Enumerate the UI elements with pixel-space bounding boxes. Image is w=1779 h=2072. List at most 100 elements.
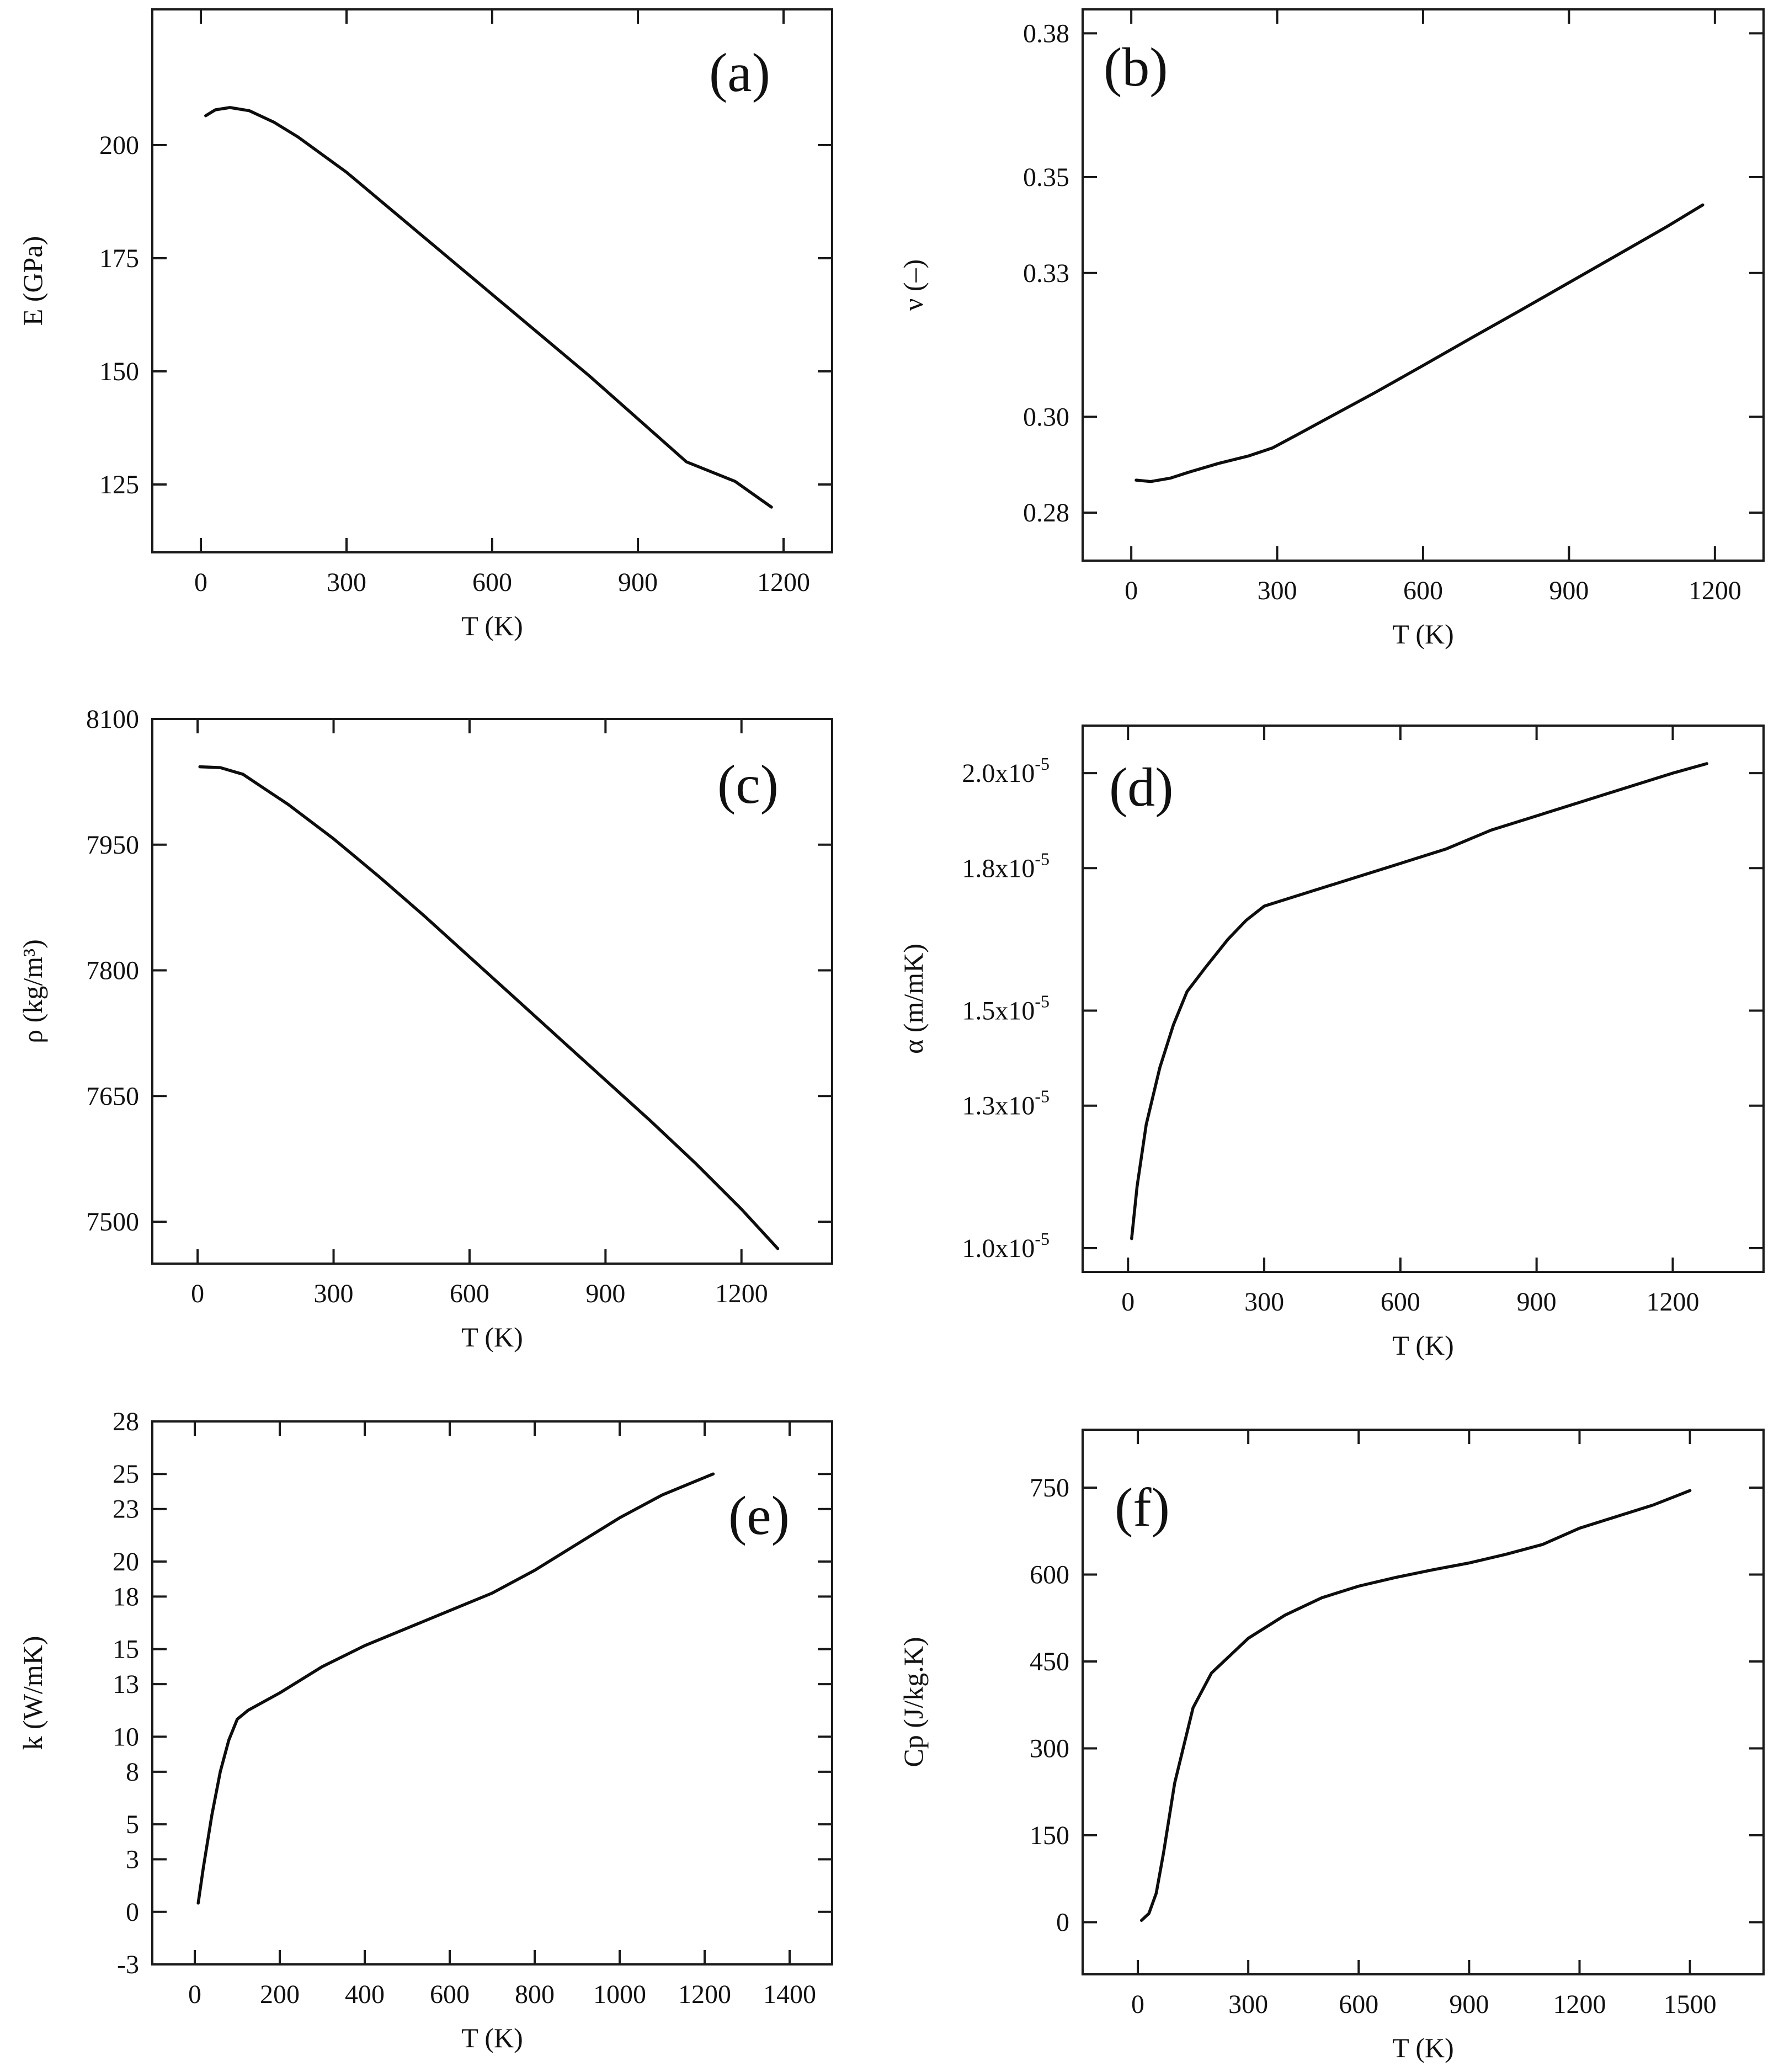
x-tick-label: 0: [1131, 1990, 1144, 2019]
y-tick-label: 600: [1030, 1560, 1069, 1590]
x-tick-label: 300: [1244, 1287, 1284, 1317]
data-series-line: [204, 106, 773, 509]
chart-panel-d: 0 300 600 900 1200 1.0x10-5 1.3x10-5 1.5x10-5 1.…: [898, 725, 1765, 1361]
y-tick-label: 300: [1030, 1734, 1069, 1764]
y-tick-label: 0.35: [1023, 163, 1069, 192]
y-tick-exponent: -5: [1035, 992, 1050, 1011]
x-axis-label: T (K): [1392, 1330, 1454, 1361]
x-tick-label: 300: [1228, 1990, 1268, 2019]
y-tick-label: 150: [1030, 1821, 1069, 1850]
x-tick-label: 900: [1517, 1287, 1557, 1317]
x-tick-label: 400: [345, 1980, 385, 2009]
y-tick-exponent: -5: [1035, 1086, 1050, 1106]
panel-letter: (d): [1109, 757, 1174, 818]
y-tick-label: 20: [113, 1547, 139, 1576]
y-tick-label: 25: [113, 1460, 139, 1489]
x-tick-label: 1200: [1553, 1990, 1606, 2019]
plot-frame: [151, 1420, 833, 1966]
y-tick-label: 7650: [86, 1082, 139, 1111]
y-tick-label: 8100: [86, 705, 139, 734]
y-tick-label: 1.8x10-5: [962, 849, 1050, 883]
plot-frame: [151, 718, 833, 1265]
x-tick-label: 300: [327, 568, 366, 597]
x-tick-label: 1200: [1689, 576, 1741, 605]
x-axis-label: T (K): [1392, 619, 1454, 649]
y-tick-label: 0.38: [1023, 19, 1069, 48]
data-series-line: [1130, 762, 1708, 1240]
x-tick-label: 0: [188, 1980, 201, 2009]
y-tick-label: 7800: [86, 956, 139, 986]
y-axis-label: Cp (J/kg.K): [898, 1637, 929, 1767]
y-tick-label: 15: [113, 1635, 139, 1664]
y-tick-label: 0.30: [1023, 402, 1069, 432]
plot-frame: [1082, 8, 1765, 562]
y-axis-label: ν (–): [898, 259, 929, 311]
x-tick-label: 900: [585, 1279, 625, 1308]
y-tick-label: 18: [113, 1582, 139, 1611]
y-tick-label: 0: [1056, 1908, 1069, 1937]
x-tick-label: 900: [1549, 576, 1589, 605]
chart-panel-e: 0 200 400 600 800 1000 1200 1400 -3 0 3 5 8 10 13 15 18 2…: [17, 1407, 833, 2053]
y-tick-label: 0.28: [1023, 498, 1069, 528]
data-series-line: [1134, 203, 1705, 483]
x-tick-label: 800: [515, 1980, 555, 2009]
chart-panel-b: 0 300 600 900 1200 0.28 0.30 0.33 0.35 0.38 T (K) ν…: [898, 8, 1765, 649]
y-tick-label: 1.5x10-5: [962, 992, 1050, 1026]
y-tick-label: 10: [113, 1722, 139, 1751]
x-tick-label: 300: [314, 1279, 354, 1308]
y-tick-label: 28: [113, 1407, 139, 1436]
y-tick-label: 450: [1030, 1647, 1069, 1676]
x-tick-label: 600: [1381, 1287, 1420, 1317]
data-series-line: [1139, 1489, 1692, 1922]
y-tick-exponent: -5: [1035, 754, 1050, 774]
x-tick-label: 600: [472, 568, 512, 597]
x-tick-label: 600: [430, 1980, 470, 2009]
y-tick-label: 0.33: [1023, 259, 1069, 288]
x-tick-label: 200: [260, 1980, 300, 2009]
x-axis-label: T (K): [461, 1322, 523, 1352]
x-tick-label: 600: [450, 1279, 489, 1308]
y-tick-label: 13: [113, 1670, 139, 1699]
y-tick-label: 125: [99, 470, 139, 499]
x-axis-label: T (K): [1392, 2032, 1454, 2063]
chart-panel-f: 0 300 600 900 1200 1500 0 150 300 450 600 750 T (K) C…: [898, 1429, 1765, 2063]
chart-panel-a: 0 300 600 900 1200 125 150 175 200 T (K) E (GPa) (a…: [17, 8, 833, 641]
x-tick-label: 1000: [593, 1980, 646, 2009]
y-tick-label: 0: [126, 1898, 139, 1927]
y-tick-label: 7500: [86, 1207, 139, 1237]
y-tick-exponent: -5: [1035, 849, 1050, 869]
y-tick-label: 200: [99, 131, 139, 160]
x-tick-label: 0: [194, 568, 207, 597]
x-tick-label: 900: [1449, 1990, 1489, 2019]
y-tick-label: 175: [99, 244, 139, 273]
y-tick-label: 8: [126, 1757, 139, 1787]
y-axis-label: α (m/mK): [898, 944, 929, 1054]
x-tick-label: 1500: [1664, 1990, 1717, 2019]
y-axis-label: E (GPa): [17, 236, 48, 326]
y-tick-label: -3: [117, 1950, 139, 1979]
y-tick-label: 5: [126, 1810, 139, 1839]
panel-letter: (e): [728, 1485, 790, 1546]
x-tick-label: 1200: [1646, 1287, 1699, 1317]
panel-letter: (a): [709, 42, 770, 103]
y-tick-label: 750: [1030, 1473, 1069, 1503]
x-tick-label: 1200: [757, 568, 810, 597]
panel-letter: (c): [717, 754, 779, 815]
x-tick-label: 0: [1121, 1287, 1134, 1317]
y-tick-label: 1.3x10-5: [962, 1086, 1050, 1121]
x-axis-label: T (K): [461, 610, 523, 641]
y-tick-label: 2.0x10-5: [962, 754, 1050, 788]
y-axis-label: k (W/mK): [17, 1636, 48, 1750]
plot-frame: [1082, 725, 1765, 1273]
x-tick-label: 600: [1403, 576, 1443, 605]
y-tick-label: 7950: [86, 830, 139, 860]
y-tick-label: 1.0x10-5: [962, 1229, 1050, 1263]
x-tick-label: 600: [1339, 1990, 1378, 2019]
chart-panel-c: 0 300 600 900 1200 7500 7650 7800 7950 8100 T (K) ρ…: [17, 705, 833, 1352]
y-tick-label: 3: [126, 1845, 139, 1874]
x-tick-label: 1400: [763, 1980, 816, 2009]
y-axis-label: ρ (kg/m³): [17, 939, 48, 1043]
plot-frame: [1082, 1429, 1765, 1975]
x-tick-label: 1200: [715, 1279, 768, 1308]
